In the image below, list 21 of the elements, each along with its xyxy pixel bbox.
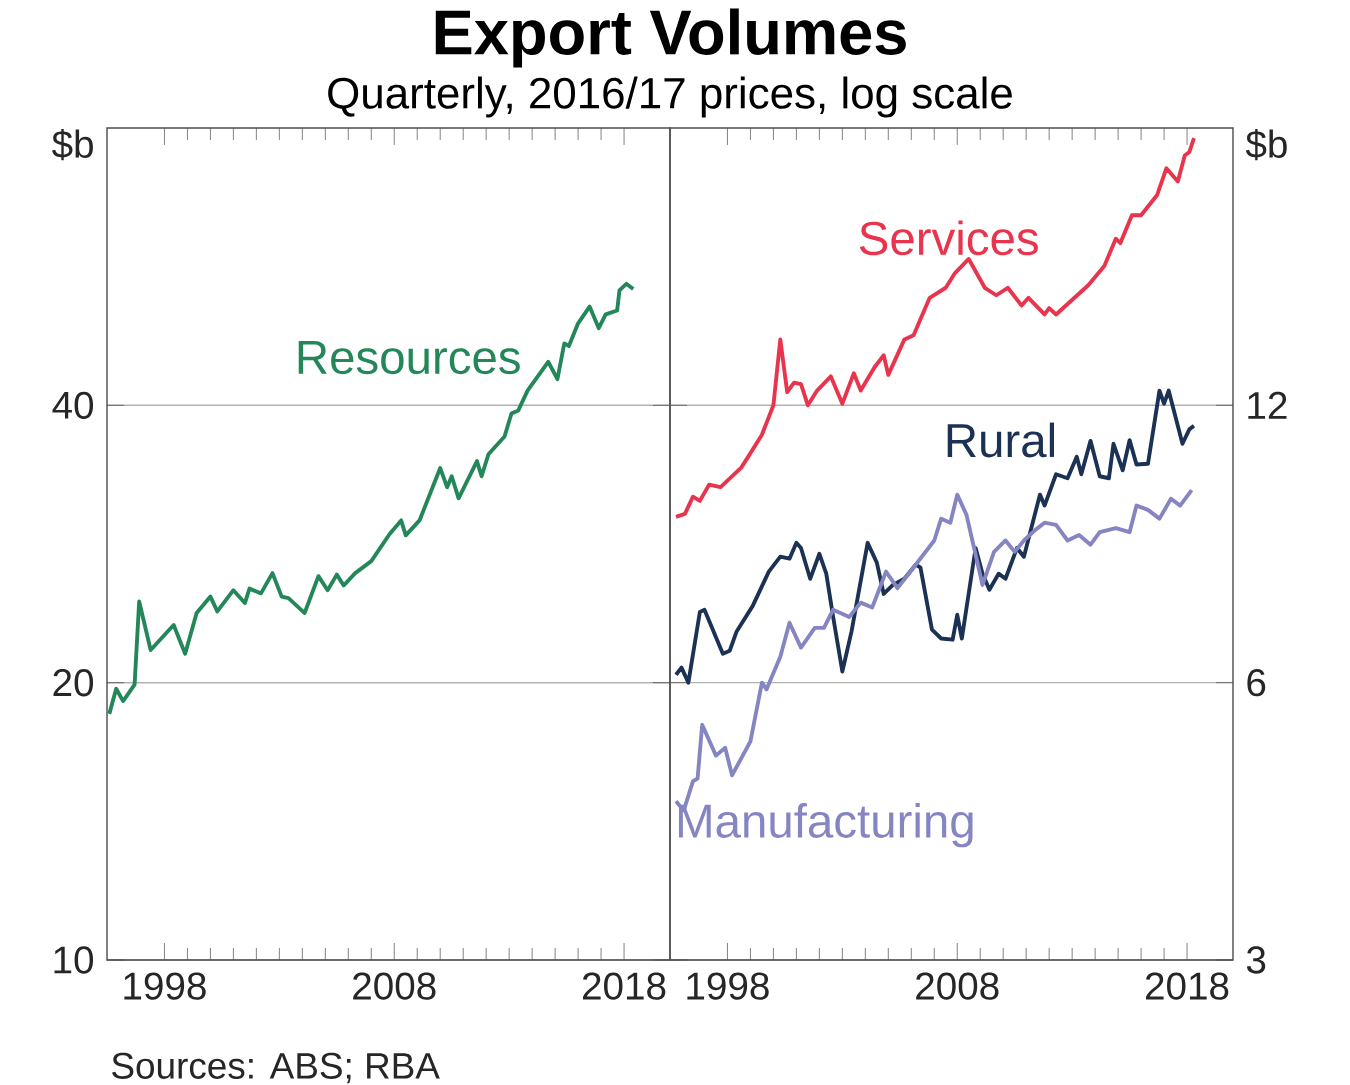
x-tick-label: 1998 (124, 972, 206, 1000)
y-tick-label: 40 (52, 391, 94, 420)
y-tick-label: 10 (54, 946, 94, 974)
y-tick-label: 12 (1248, 391, 1287, 419)
y-axis-title: $b (52, 128, 93, 161)
x-tick-label: 2008 (916, 972, 999, 1000)
series-label: Manufacturing (678, 803, 973, 848)
y-tick-label: 3 (1246, 946, 1266, 974)
series-label: Services (859, 220, 1038, 256)
chart-subtitle: Quarterly, 2016/17 prices, log scale (328, 76, 1012, 118)
y-tick-label: 6 (1247, 669, 1266, 697)
chart-title: Export Volumes (435, 8, 906, 68)
source-note: Sources: ABS; RBA (112, 1052, 440, 1084)
y-axis-title: $b (1245, 129, 1287, 161)
series-label: Resources (298, 341, 520, 375)
y-tick-label: 20 (53, 669, 94, 697)
series-label: Rural (947, 422, 1054, 458)
x-tick-label: 2018 (1145, 972, 1229, 1000)
x-tick-label: 1998 (687, 972, 769, 1000)
x-tick-label: 2008 (353, 972, 436, 1000)
x-tick-label: 2018 (582, 972, 666, 1000)
